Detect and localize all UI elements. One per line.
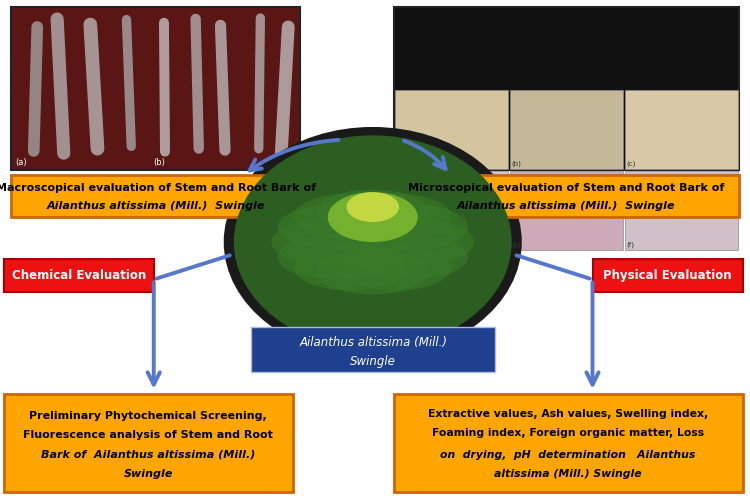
FancyBboxPatch shape xyxy=(509,171,623,250)
Text: Physical Evaluation: Physical Evaluation xyxy=(603,269,732,282)
Text: (b): (b) xyxy=(511,161,520,167)
Ellipse shape xyxy=(356,205,468,250)
FancyBboxPatch shape xyxy=(251,327,495,372)
Ellipse shape xyxy=(234,135,512,349)
Ellipse shape xyxy=(278,235,390,279)
FancyBboxPatch shape xyxy=(509,90,623,169)
Ellipse shape xyxy=(339,194,452,239)
FancyBboxPatch shape xyxy=(11,7,300,170)
Text: Ailanthus altissima (Mill.): Ailanthus altissima (Mill.) xyxy=(299,336,447,349)
FancyBboxPatch shape xyxy=(394,394,742,492)
Ellipse shape xyxy=(226,130,519,354)
Text: Swingle: Swingle xyxy=(124,469,172,479)
Text: on  drying,  pH  determination   Ailanthus: on drying, pH determination Ailanthus xyxy=(440,450,696,460)
Text: (a): (a) xyxy=(15,158,27,167)
Text: (d): (d) xyxy=(396,242,406,249)
Text: Swingle: Swingle xyxy=(350,355,396,368)
Text: Bark of  Ailanthus altissima (Mill.): Bark of Ailanthus altissima (Mill.) xyxy=(41,450,255,460)
Text: (c): (c) xyxy=(626,161,635,167)
Ellipse shape xyxy=(316,190,429,235)
FancyBboxPatch shape xyxy=(625,171,738,250)
FancyBboxPatch shape xyxy=(4,394,292,492)
FancyBboxPatch shape xyxy=(394,7,739,170)
Text: Extractive values, Ash values, Swelling index,: Extractive values, Ash values, Swelling … xyxy=(428,409,708,419)
Text: Preliminary Phytochemical Screening,: Preliminary Phytochemical Screening, xyxy=(29,411,267,421)
FancyBboxPatch shape xyxy=(4,259,154,292)
Text: Ailanthus altissima (Mill.)  Swingle: Ailanthus altissima (Mill.) Swingle xyxy=(457,202,676,212)
FancyBboxPatch shape xyxy=(11,175,300,217)
FancyBboxPatch shape xyxy=(592,259,742,292)
Text: (e): (e) xyxy=(511,242,520,249)
Ellipse shape xyxy=(294,246,406,290)
FancyBboxPatch shape xyxy=(394,171,508,250)
Ellipse shape xyxy=(294,194,406,239)
Text: Foaming index, Foreign organic matter, Loss: Foaming index, Foreign organic matter, L… xyxy=(432,428,704,438)
FancyBboxPatch shape xyxy=(394,175,739,217)
Text: Fluorescence analysis of Stem and Root: Fluorescence analysis of Stem and Root xyxy=(23,430,273,440)
Ellipse shape xyxy=(272,220,384,264)
Text: (a): (a) xyxy=(396,161,406,167)
FancyBboxPatch shape xyxy=(625,90,738,169)
Ellipse shape xyxy=(328,192,418,242)
Ellipse shape xyxy=(362,220,474,264)
Ellipse shape xyxy=(278,205,390,250)
Ellipse shape xyxy=(316,250,429,294)
Text: Ailanthus altissima (Mill.)  Swingle: Ailanthus altissima (Mill.) Swingle xyxy=(46,202,265,212)
Text: Chemical Evaluation: Chemical Evaluation xyxy=(12,269,146,282)
Ellipse shape xyxy=(346,192,399,222)
Text: Macroscopical evaluation of Stem and Root Bark of: Macroscopical evaluation of Stem and Roo… xyxy=(0,183,316,193)
Text: (b): (b) xyxy=(154,158,166,167)
Text: (f): (f) xyxy=(626,242,634,249)
Ellipse shape xyxy=(339,246,452,290)
Ellipse shape xyxy=(356,235,468,279)
Text: Microscopical evaluation of Stem and Root Bark of: Microscopical evaluation of Stem and Roo… xyxy=(408,183,724,193)
FancyBboxPatch shape xyxy=(394,90,508,169)
Text: altissima (Mill.) Swingle: altissima (Mill.) Swingle xyxy=(494,469,642,479)
